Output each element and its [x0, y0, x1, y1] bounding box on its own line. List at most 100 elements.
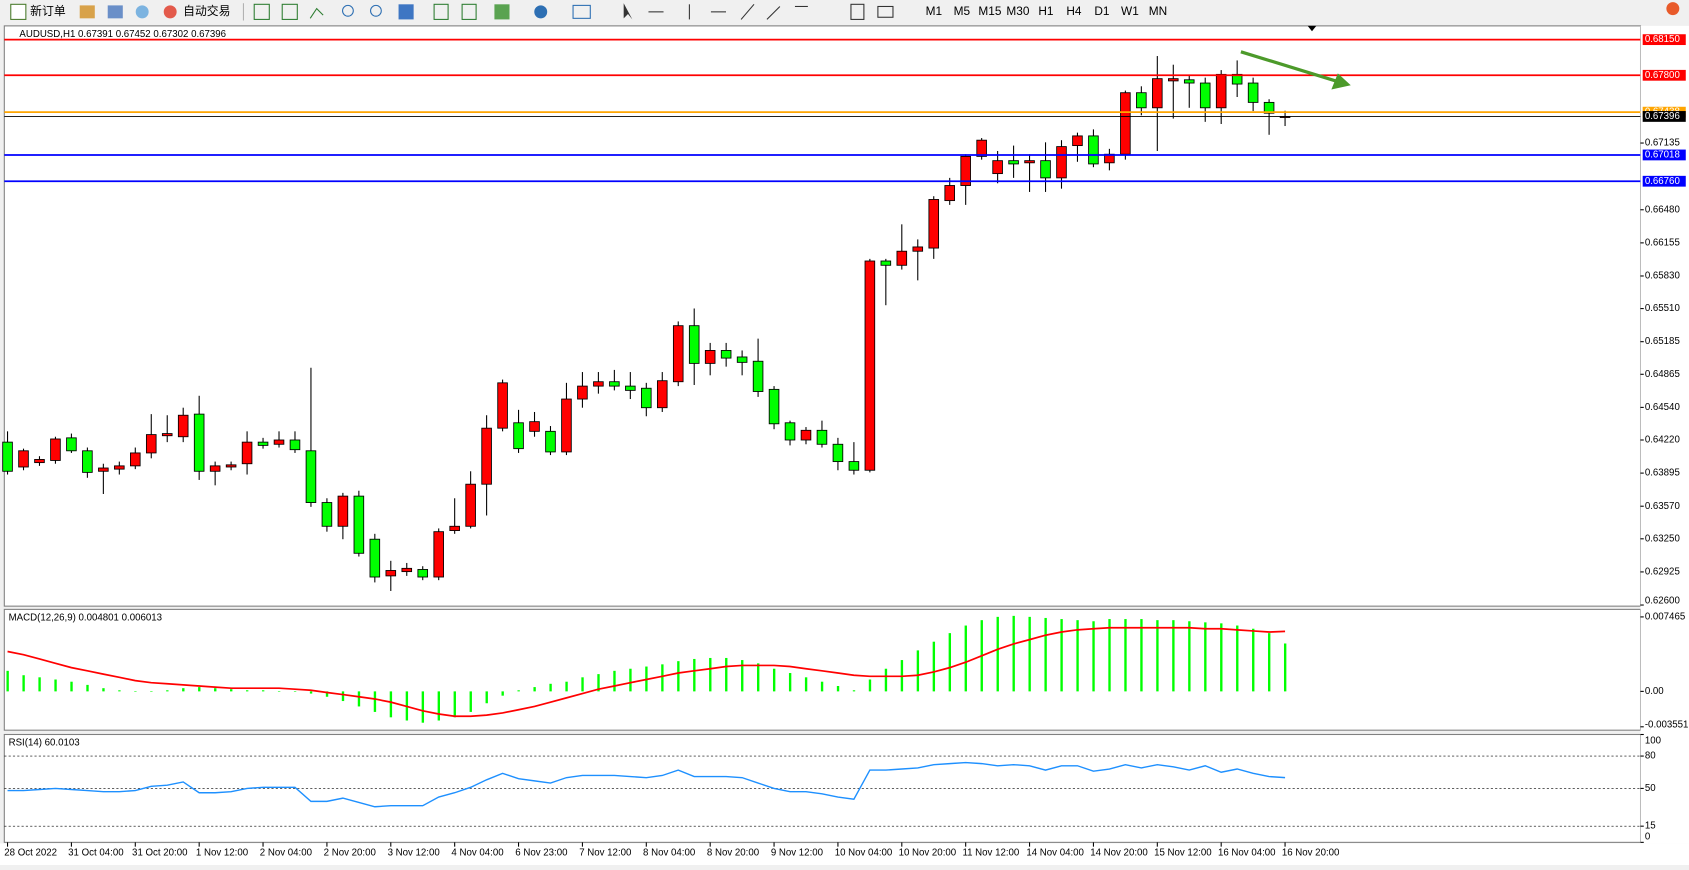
candle-body [1008, 160, 1019, 165]
macd-bar [1156, 620, 1159, 692]
zoom-in[interactable] [342, 4, 354, 17]
toolbar-icon[interactable] [79, 5, 95, 19]
candle-body [353, 495, 365, 554]
macd-bar [613, 670, 616, 692]
timeframe-button[interactable]: MN [1149, 4, 1167, 18]
candle-body [896, 250, 908, 266]
macd-bar [725, 657, 728, 692]
timeframe-button[interactable]: D1 [1094, 4, 1110, 18]
candle-body [609, 381, 620, 387]
macd-bar [182, 688, 185, 692]
macd-bar [261, 690, 265, 692]
text-label-tool[interactable] [850, 3, 865, 20]
candle-body [976, 139, 987, 157]
macd-bar [469, 691, 472, 712]
new-order-button[interactable]: 新订单 [30, 4, 66, 18]
arrows-tool[interactable] [877, 5, 894, 18]
candle-body [1136, 92, 1147, 109]
macd-bar [325, 691, 329, 697]
toolbar-icon[interactable] [309, 7, 324, 19]
new-order-icon[interactable] [10, 3, 27, 20]
x-tick-label: 16 Nov 20:00 [1282, 848, 1340, 859]
toolbar-items: 新订单 自动交易 [10, 3, 894, 21]
candle-body [1168, 78, 1179, 82]
macd-bar [22, 675, 25, 692]
auto-trading-icon[interactable] [163, 5, 177, 19]
macd-bar [245, 690, 249, 692]
zoom-out[interactable] [370, 4, 382, 17]
macd-bar [852, 690, 856, 692]
macd-bar [741, 660, 744, 692]
timeframe-button[interactable]: M15 [978, 4, 1001, 18]
candle-body [66, 437, 77, 452]
y-tick-label: 0.00 [1645, 686, 1664, 697]
candle-body [34, 459, 45, 464]
macd-bar [166, 690, 169, 692]
macd-bar [214, 688, 217, 692]
y-tick-label: 0.65185 [1645, 336, 1680, 347]
y-tick-label: 0.65510 [1645, 303, 1681, 314]
timeframe-button[interactable]: W1 [1121, 4, 1139, 18]
x-tick-label: 31 Oct 04:00 [68, 848, 124, 859]
candle-body [768, 388, 780, 425]
macd-bar [709, 657, 712, 692]
time-scale [0, 843, 1689, 865]
price-level-label-bg [1642, 149, 1686, 161]
macd-bar [1188, 621, 1191, 692]
candle-body [209, 465, 221, 472]
candle-body [225, 464, 237, 468]
timeframe-button[interactable]: M30 [1006, 4, 1029, 18]
price-scale [1640, 25, 1689, 844]
macd-bar [134, 691, 137, 692]
candle-body [1040, 160, 1051, 179]
chart-layer: AUDUSD,H1 0.67391 0.67452 0.67302 0.6739… [2, 29, 1688, 859]
macd-bar [293, 691, 297, 692]
candle-body [305, 450, 317, 503]
toolbar-icon[interactable] [281, 3, 298, 20]
periods[interactable] [534, 5, 548, 19]
x-tick-label: 2 Nov 20:00 [324, 848, 377, 859]
candle-body [433, 531, 444, 578]
macd-bar [677, 661, 680, 692]
timeframe-button[interactable]: H4 [1066, 4, 1082, 18]
candle-body [1088, 135, 1099, 165]
notification-badge[interactable] [1666, 2, 1680, 16]
timeframe-button[interactable]: M5 [954, 4, 971, 18]
macd-bar [693, 658, 696, 692]
panel-title: AUDUSD,H1 0.67391 0.67452 0.67302 0.6739… [19, 29, 226, 40]
candle-body [816, 429, 828, 445]
candle-body [545, 430, 556, 453]
candle-body [481, 427, 492, 485]
price-level-label-bg [1642, 111, 1686, 122]
templates[interactable] [572, 4, 591, 19]
toolbar-icon[interactable] [107, 5, 123, 19]
y-tick-label: 15 [1645, 821, 1656, 832]
indicators[interactable] [494, 4, 510, 20]
macd-bar [389, 691, 393, 718]
macd-bar [1283, 643, 1287, 692]
candle-body [114, 465, 125, 470]
toolbar-icon[interactable] [253, 3, 270, 20]
candle-body [98, 467, 109, 472]
toolbar-icon[interactable] [135, 5, 149, 19]
candle-body [82, 450, 93, 473]
trendline-tool[interactable] [740, 3, 755, 20]
toolbar-icon[interactable] [433, 3, 449, 20]
candle-body [1072, 135, 1083, 147]
timeframe-button[interactable]: M1 [926, 4, 943, 18]
toolbar-icon[interactable] [461, 3, 477, 20]
macd-bar [1044, 617, 1047, 692]
candle-body [1215, 73, 1227, 109]
candle-body [497, 382, 508, 429]
macd-bar [1172, 620, 1175, 692]
tile-windows[interactable] [398, 4, 414, 20]
macd-bar [565, 681, 568, 692]
y-tick-label: 80 [1645, 751, 1656, 762]
macd-bar [1028, 616, 1031, 692]
cursor-tool[interactable] [623, 3, 633, 20]
channel-tool[interactable] [766, 6, 781, 20]
auto-trading-button[interactable]: 自动交易 [183, 4, 230, 18]
timeframe-button[interactable]: H1 [1038, 4, 1054, 18]
